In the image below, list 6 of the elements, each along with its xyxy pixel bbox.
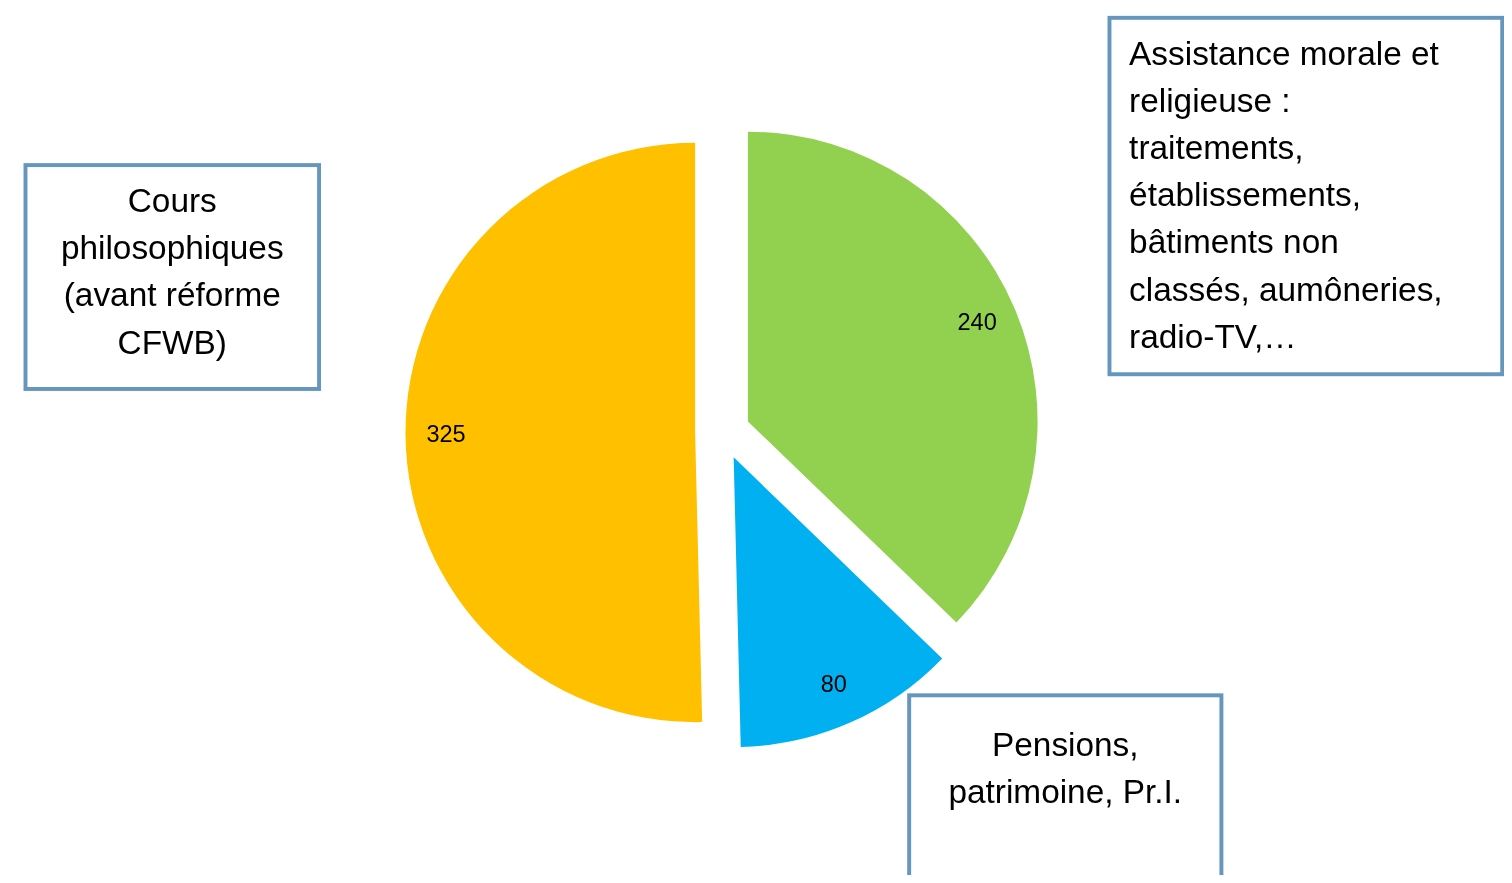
slice-label: Assistance morale et religieuse : traitements, établissements, bâtiments non classés, aumôneries, radio-TV,… xyxy=(1129,34,1443,355)
data-label: 240 xyxy=(957,309,997,336)
data-label: 325 xyxy=(426,420,466,447)
slice-label: Cours philosophiques (avant réforme CFWB) xyxy=(60,182,284,361)
slice-label: Pensions, patrimoine, Pr.I. xyxy=(948,726,1183,811)
data-label: 80 xyxy=(820,670,847,697)
